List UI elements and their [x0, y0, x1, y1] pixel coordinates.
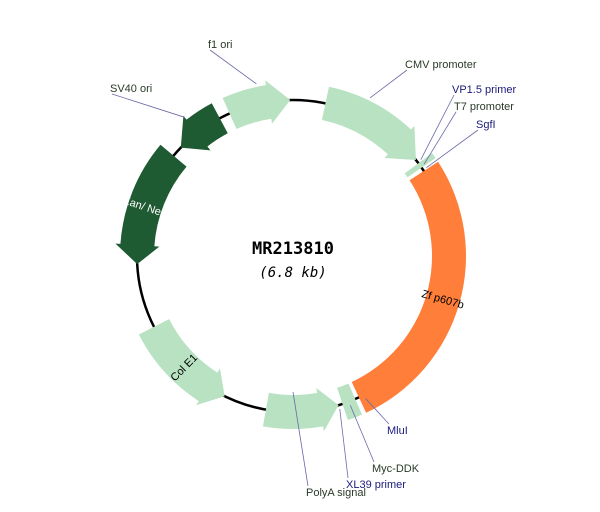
feature-f1-ori: [222, 80, 291, 130]
annotation-label: PolyA signal: [306, 487, 366, 499]
plasmid-size: (6.8 kb): [259, 265, 326, 281]
annotation-label: XL39 primer: [346, 479, 406, 491]
annotation-label: VP1.5 primer: [452, 84, 517, 96]
feature-col-e1: [138, 319, 225, 406]
feature-zf-p607b: [351, 161, 466, 413]
feature-myc-ddk-segment: [337, 383, 362, 421]
annotation-label: SgfI: [476, 119, 496, 131]
feature-cmv-promoter: [321, 86, 416, 160]
feature-kan-neo: [115, 144, 187, 265]
annotation-label: SV40 ori: [110, 83, 152, 95]
leader-line: [365, 398, 390, 425]
leader-line: [420, 94, 455, 160]
feature-t7-segment: [404, 153, 436, 178]
annotation-label: CMV promoter: [405, 59, 477, 71]
annotation-label: T7 promoter: [454, 101, 514, 113]
leader-line: [292, 391, 309, 487]
annotation-label: f1 ori: [208, 39, 232, 51]
plasmid-name: MR213810: [252, 239, 334, 259]
feature-sv40-ori: [180, 103, 228, 151]
leader-line: [423, 111, 457, 165]
leader-line: [349, 405, 375, 463]
leader-line: [426, 129, 479, 169]
leader-line: [339, 408, 349, 479]
leader-line: [111, 93, 185, 118]
annotation-label: Myc-DDK: [372, 463, 420, 475]
feature-polya-signal: [262, 387, 339, 432]
annotation-label: MluI: [387, 425, 408, 437]
leader-line: [209, 49, 257, 85]
leader-line: [369, 69, 408, 99]
